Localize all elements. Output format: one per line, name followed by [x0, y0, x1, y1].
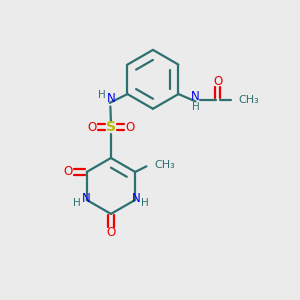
Text: H: H: [141, 198, 148, 208]
Text: H: H: [192, 102, 200, 112]
Text: N: N: [191, 91, 200, 103]
Text: O: O: [106, 226, 116, 239]
Text: O: O: [213, 75, 222, 88]
Text: N: N: [131, 192, 140, 205]
Text: H: H: [98, 90, 105, 100]
Text: CH₃: CH₃: [238, 95, 259, 105]
Text: S: S: [106, 120, 116, 134]
Text: CH₃: CH₃: [154, 160, 175, 170]
Text: O: O: [87, 121, 96, 134]
Text: N: N: [106, 92, 115, 105]
Text: O: O: [64, 165, 73, 178]
Text: N: N: [82, 192, 91, 205]
Text: H: H: [74, 198, 81, 208]
Text: O: O: [125, 121, 135, 134]
